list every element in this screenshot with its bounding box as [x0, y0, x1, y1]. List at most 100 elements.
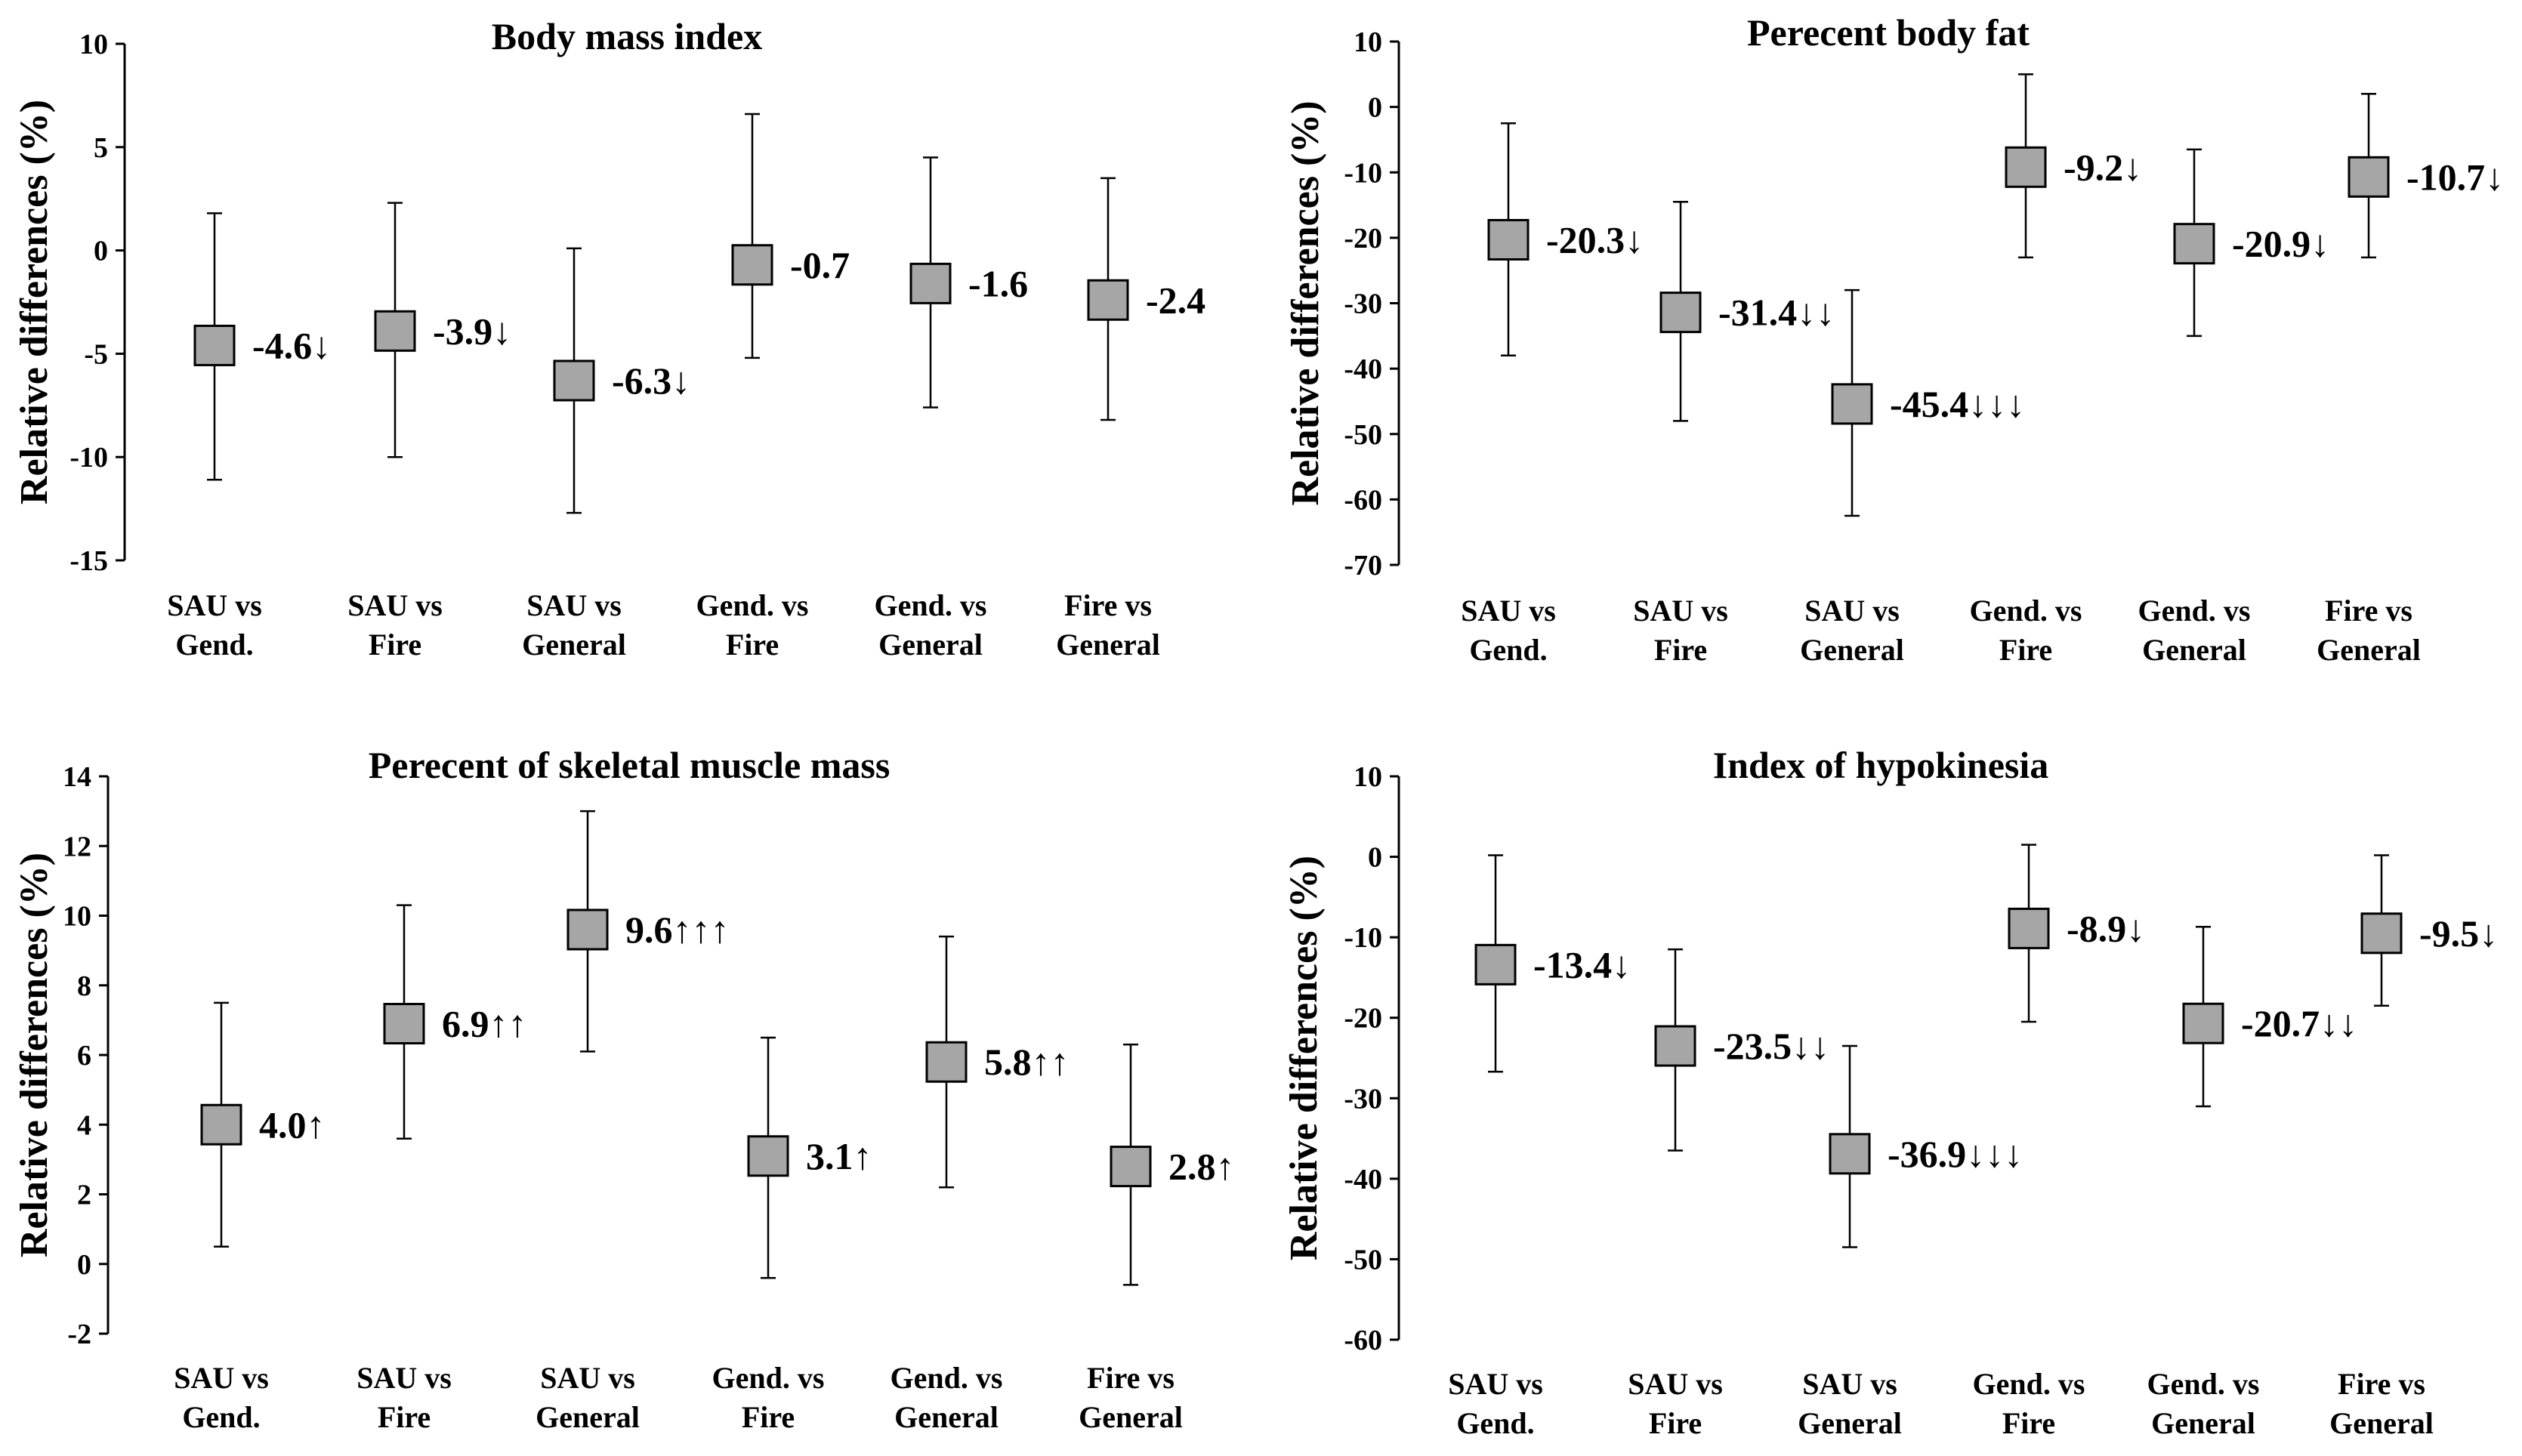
data-label: 9.6↑↑↑ — [625, 908, 730, 951]
y-tick-label: -20 — [1344, 1003, 1382, 1035]
x-tick-label: Gend. vs — [875, 588, 987, 622]
x-tick-label: Fire — [369, 628, 421, 662]
x-tick-label: SAU vs — [1633, 594, 1728, 628]
y-tick-label: -50 — [1344, 1244, 1382, 1276]
data-point-marker — [2008, 907, 2050, 949]
data-point-marker — [1487, 218, 1530, 261]
data-point-marker — [193, 324, 236, 366]
y-tick-label: 10 — [1354, 761, 1382, 793]
y-axis-label: Relative differences (%) — [13, 853, 56, 1257]
x-tick-label: Gend. — [175, 628, 253, 662]
y-tick-label: -30 — [1344, 1083, 1382, 1115]
data-label: -9.5↓ — [2419, 912, 2498, 955]
data-point-marker — [2348, 156, 2390, 198]
x-tick-label: SAU vs — [1804, 594, 1900, 628]
data-point-marker — [909, 262, 952, 304]
x-tick-label: General — [1079, 1400, 1183, 1434]
y-tick-label: -10 — [1344, 157, 1382, 189]
x-tick-label: Fire vs — [1064, 588, 1152, 622]
chart-title: Body mass index — [492, 15, 762, 57]
y-tick-label: -15 — [69, 545, 108, 577]
x-tick-label: Gend. vs — [891, 1361, 1003, 1395]
x-tick-label: Fire — [1654, 633, 1707, 667]
y-tick-label: 5 — [94, 132, 108, 164]
x-tick-label: Gend. vs — [696, 588, 809, 622]
data-point-marker — [1110, 1146, 1152, 1188]
x-tick-label: SAU vs — [540, 1361, 635, 1395]
data-label: -13.4↓ — [1533, 943, 1631, 986]
data-label: -20.3↓ — [1546, 218, 1644, 261]
x-tick-label: Fire — [726, 628, 779, 662]
chart-panel-3: Perecent of skeletal muscle mass Relative… — [13, 744, 1235, 1434]
x-tick-label: Fire — [2002, 1406, 2055, 1440]
y-tick-label: -40 — [1344, 353, 1382, 385]
x-tick-label: SAU vs — [1628, 1367, 1723, 1401]
data-label: -9.2↓ — [2064, 146, 2142, 188]
x-tick-label: General — [2151, 1406, 2255, 1440]
data-label: -6.3↓ — [612, 359, 690, 402]
data-label: -10.7↓ — [2406, 156, 2504, 198]
y-axis-label: Relative differences (%) — [1283, 856, 1326, 1260]
data-label: -36.9↓↓↓ — [1888, 1133, 2023, 1175]
y-tick-label: -10 — [69, 442, 108, 474]
data-label: -23.5↓↓ — [1713, 1025, 1829, 1067]
data-point-marker — [1831, 383, 1873, 425]
y-tick-label: 0 — [1368, 92, 1382, 124]
data-label: -20.7↓↓ — [2241, 1002, 2357, 1044]
y-tick-label: 10 — [63, 901, 91, 933]
x-tick-label: Gend. — [1456, 1406, 1534, 1440]
x-tick-label: Fire — [1649, 1406, 1702, 1440]
chart-title: Index of hypokinesia — [1713, 744, 2049, 786]
data-label: 3.1↑ — [806, 1135, 872, 1177]
x-tick-label: Gend. vs — [712, 1361, 825, 1395]
data-point-marker — [553, 359, 595, 402]
chart-panel-1: Body mass index Relative differences (%) 1… — [13, 15, 1205, 662]
data-point-marker — [200, 1103, 242, 1146]
data-point-marker — [1659, 292, 1702, 334]
data-point-marker — [2173, 223, 2215, 265]
data-point-marker — [2360, 912, 2403, 955]
y-tick-label: 10 — [79, 29, 108, 60]
y-tick-label: 8 — [77, 970, 91, 1002]
data-point-marker — [2182, 1002, 2224, 1044]
x-tick-label: General — [522, 628, 626, 662]
x-tick-label: SAU vs — [1802, 1367, 1897, 1401]
y-tick-label: -60 — [1344, 1325, 1382, 1356]
x-tick-label: SAU vs — [1448, 1367, 1543, 1401]
x-tick-label: General — [536, 1400, 640, 1434]
y-tick-label: 14 — [63, 761, 91, 793]
x-tick-label: General — [1800, 633, 1904, 667]
data-point-marker — [747, 1135, 789, 1177]
y-tick-label: -60 — [1344, 484, 1382, 516]
x-tick-label: General — [1056, 628, 1160, 662]
data-label: 6.9↑↑ — [442, 1002, 527, 1044]
y-tick-label: 6 — [77, 1040, 91, 1072]
x-tick-label: SAU vs — [174, 1361, 269, 1395]
data-label: -1.6 — [968, 262, 1028, 304]
x-tick-label: Gend. vs — [1970, 594, 2082, 628]
x-tick-label: SAU vs — [526, 588, 622, 622]
data-point-marker — [383, 1002, 425, 1044]
data-point-marker — [1654, 1025, 1696, 1067]
y-tick-label: 0 — [1368, 842, 1382, 874]
x-tick-label: SAU vs — [347, 588, 443, 622]
chart-title: Perecent body fat — [1747, 11, 2030, 54]
x-tick-label: General — [2142, 633, 2246, 667]
x-tick-label: General — [878, 628, 983, 662]
data-point-marker — [731, 244, 773, 286]
x-tick-label: General — [2329, 1406, 2434, 1440]
y-tick-label: -70 — [1344, 550, 1382, 581]
x-tick-label: Fire — [1999, 633, 2052, 667]
chart-panel-2: Perecent body fat Relative differences (%… — [1284, 11, 2504, 667]
x-tick-label: Fire vs — [2325, 594, 2412, 628]
data-label: 5.8↑↑ — [984, 1041, 1070, 1083]
y-tick-label: 0 — [94, 236, 108, 267]
y-tick-label: 12 — [63, 831, 91, 862]
data-point-marker — [1087, 279, 1129, 321]
x-tick-label: General — [894, 1400, 999, 1434]
y-tick-label: -30 — [1344, 288, 1382, 320]
data-point-marker — [1829, 1133, 1871, 1175]
y-tick-label: -40 — [1344, 1164, 1382, 1195]
y-tick-label: 10 — [1354, 26, 1382, 58]
